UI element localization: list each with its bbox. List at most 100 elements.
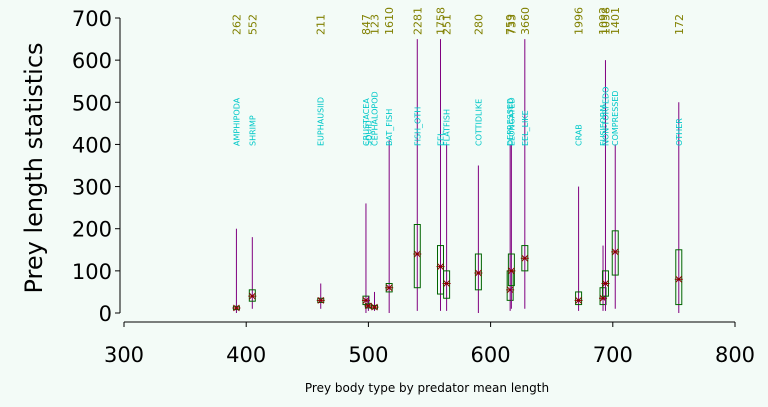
count-label: 3660 <box>519 7 532 35</box>
category-label: CRUSTACEA <box>362 98 371 146</box>
count-label: 251 <box>441 14 454 35</box>
median-marker <box>436 263 445 270</box>
x-axis: 300 400 500 600 700 800 <box>104 321 755 367</box>
count-label: 2281 <box>411 7 424 35</box>
category-label: SQUID <box>364 120 373 146</box>
box <box>248 289 256 302</box>
y-tick-label: 0 <box>99 302 112 326</box>
box <box>443 270 451 299</box>
box-group: 847 CRUSTACEA <box>360 14 373 313</box>
box-group: 759 DEPRESSED <box>504 14 517 311</box>
median-marker <box>370 303 379 311</box>
count-label: 733 <box>505 14 518 35</box>
category-label: COMPRESSED <box>611 90 620 146</box>
median-marker <box>601 280 610 287</box>
count-label: 1058 <box>599 7 612 35</box>
box-group: 172 OTHER <box>673 14 686 313</box>
y-axis: 0 100 200 300 400 500 600 700 <box>72 7 121 326</box>
box <box>675 249 683 306</box>
box-group: 1058 NON-TORPEDO <box>599 7 612 311</box>
box <box>413 224 421 289</box>
median-marker <box>316 297 325 304</box>
y-tick-label: 100 <box>72 260 112 284</box>
count-label: 172 <box>673 14 686 35</box>
median-marker <box>674 275 683 283</box>
median-marker <box>232 304 241 312</box>
count-label: 1092 <box>597 7 610 35</box>
y-tick-label: 500 <box>72 91 112 115</box>
category-label: NON-TORPEDO <box>601 87 610 147</box>
x-tick-label: 400 <box>226 343 266 367</box>
category-label: FUSIFORM <box>599 105 608 146</box>
box-group: 1401 COMPRESSED <box>609 7 622 309</box>
box-group: 3660 EEL_LIKE <box>519 7 532 309</box>
box <box>474 253 482 291</box>
box-group: 552 SHRIMP <box>246 14 259 309</box>
box <box>507 253 515 287</box>
category-label: COTTIDLIKE <box>474 99 483 146</box>
category-label: OTHER <box>675 118 684 146</box>
count-label: 1401 <box>609 7 622 35</box>
y-tick-label: 300 <box>72 176 112 200</box>
count-label: 847 <box>360 14 373 35</box>
category-label: CRAB <box>575 124 584 146</box>
y-axis-label: Prey length statistics <box>20 42 48 293</box>
x-tick-label: 700 <box>593 343 633 367</box>
box-group: 123 CEPHALOPOD <box>369 14 382 311</box>
median-marker <box>413 250 422 258</box>
median-marker <box>574 297 583 304</box>
x-tick-label: 500 <box>348 343 388 367</box>
box-group: 1996 CRAB <box>573 7 586 311</box>
x-tick-label: 300 <box>104 343 144 367</box>
box-group: 280 COTTIDLIKE <box>472 14 485 313</box>
median-marker <box>507 267 516 275</box>
box-group: 1758 EEL <box>434 7 447 311</box>
count-label: 1758 <box>434 7 447 35</box>
plot-marks: 262 AMPHIPODA 552 SHRIMP 211 EUPHAUSIID 847 CRU… <box>230 7 686 313</box>
category-label: EEL_LIKE <box>521 110 530 146</box>
count-label: 123 <box>369 14 382 35</box>
median-marker <box>442 280 451 287</box>
count-label: 1996 <box>573 7 586 35</box>
median-marker <box>611 248 620 256</box>
x-tick-label: 600 <box>471 343 511 367</box>
count-label: 262 <box>230 14 243 35</box>
y-tick-label: 700 <box>72 7 112 31</box>
x-tick-label: 800 <box>715 343 755 367</box>
category-label: CEPHALOPOD <box>371 91 380 146</box>
box-group: 262 AMPHIPODA <box>230 14 243 313</box>
y-tick-label: 400 <box>72 133 112 157</box>
box <box>436 245 444 295</box>
count-label: 759 <box>504 14 517 35</box>
category-label: EUPHAUSIID <box>317 97 326 146</box>
median-marker <box>506 286 515 294</box>
category-label: SHRIMP <box>248 115 257 146</box>
category-label: FISH_OTH <box>413 107 422 146</box>
count-label: 1610 <box>383 7 396 35</box>
box-group: 2281 FISH_OTH <box>411 7 424 311</box>
box-group: 211 EUPHAUSIID <box>315 14 328 309</box>
category-label: ELONGATED <box>507 97 516 146</box>
y-tick-label: 600 <box>72 49 112 73</box>
box-group: 733 ELONGATED <box>505 14 518 309</box>
median-marker <box>520 254 529 262</box>
median-marker <box>474 269 483 277</box>
category-label: AMPHIPODA <box>232 97 241 146</box>
box-group: 251 FLATFISH <box>441 14 454 311</box>
box <box>575 291 583 306</box>
median-marker <box>248 292 257 300</box>
count-label: 280 <box>472 14 485 35</box>
count-label: 552 <box>246 14 259 35</box>
count-label: 211 <box>315 14 328 35</box>
category-label: BAT_FISH <box>385 109 394 146</box>
box-group: 1092 FUSIFORM <box>597 7 610 311</box>
category-label: EEL <box>436 131 445 146</box>
box-group: 1610 BAT_FISH <box>383 7 396 313</box>
x-axis-label: Prey body type by predator mean length <box>305 381 549 395</box>
y-tick-label: 200 <box>72 218 112 242</box>
category-label: FLATFISH <box>443 109 452 146</box>
box <box>611 230 619 276</box>
median-marker <box>385 284 394 292</box>
category-label: DEPRESSED <box>506 98 515 146</box>
